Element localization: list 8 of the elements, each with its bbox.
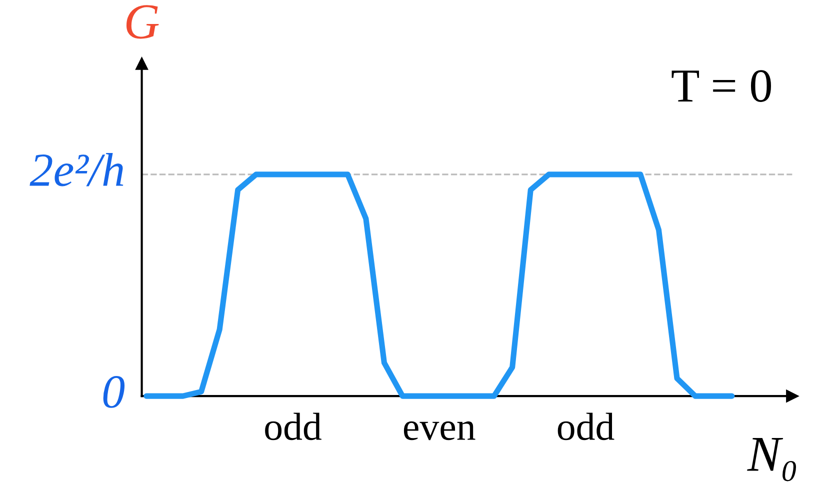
text: 2e²/h [30, 153, 124, 186]
x-tick-label: odd [558, 412, 614, 440]
x-tick-label: odd [265, 412, 322, 440]
text: 0 [103, 376, 125, 408]
x-axis-title: N₀ [747, 438, 796, 482]
text: T = 0 [672, 70, 771, 102]
x-tick-label: even [404, 421, 476, 440]
y-axis-title: G [126, 5, 159, 39]
